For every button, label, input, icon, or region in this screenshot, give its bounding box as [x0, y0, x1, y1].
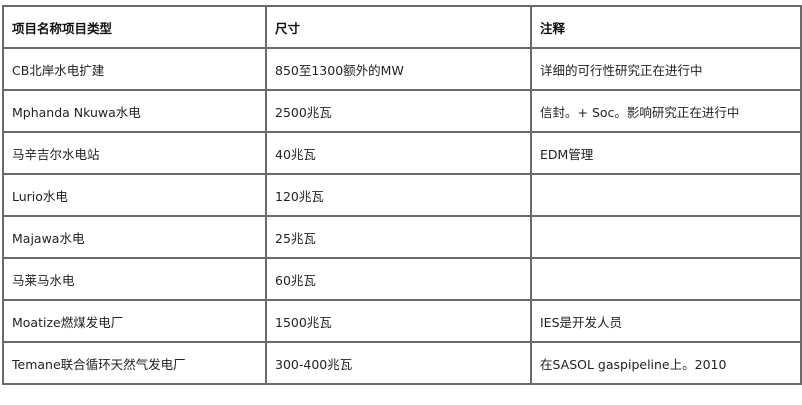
table-row: Lurio水电 120兆瓦: [2, 173, 802, 217]
cell-size: 300-400兆瓦: [265, 341, 532, 385]
cell-size: 1500兆瓦: [265, 299, 532, 343]
cell-notes: [530, 173, 802, 217]
cell-size: 850至1300额外的MW: [265, 47, 532, 91]
cell-size: 40兆瓦: [265, 131, 532, 175]
cell-notes: [530, 215, 802, 259]
table-row: Mphanda Nkuwa水电 2500兆瓦 信封。+ Soc。影响研究正在进行中: [2, 89, 802, 133]
cell-notes: 信封。+ Soc。影响研究正在进行中: [530, 89, 802, 133]
cell-project-name: 马莱马水电: [2, 257, 267, 301]
cell-notes: IES是开发人员: [530, 299, 802, 343]
table-row: 马辛吉尔水电站 40兆瓦 EDM管理: [2, 131, 802, 175]
cell-project-name: CB北岸水电扩建: [2, 47, 267, 91]
cell-size: 120兆瓦: [265, 173, 532, 217]
cell-project-name: 马辛吉尔水电站: [2, 131, 267, 175]
table-row: 马莱马水电 60兆瓦: [2, 257, 802, 301]
cell-notes: [530, 257, 802, 301]
header-notes: 注释: [530, 5, 802, 49]
table-row: CB北岸水电扩建 850至1300额外的MW 详细的可行性研究正在进行中: [2, 47, 802, 91]
cell-project-name: Temane联合循环天然气发电厂: [2, 341, 267, 385]
cell-size: 2500兆瓦: [265, 89, 532, 133]
header-size: 尺寸: [265, 5, 532, 49]
table-row: Moatize燃煤发电厂 1500兆瓦 IES是开发人员: [2, 299, 802, 343]
cell-project-name: Lurio水电: [2, 173, 267, 217]
cell-project-name: Majawa水电: [2, 215, 267, 259]
cell-project-name: Mphanda Nkuwa水电: [2, 89, 267, 133]
cell-notes: EDM管理: [530, 131, 802, 175]
cell-notes: 在SASOL gaspipeline上。2010: [530, 341, 802, 385]
cell-size: 25兆瓦: [265, 215, 532, 259]
header-row: 项目名称项目类型 尺寸 注释: [2, 5, 802, 49]
cell-project-name: Moatize燃煤发电厂: [2, 299, 267, 343]
header-project-name: 项目名称项目类型: [2, 5, 267, 49]
cell-notes: 详细的可行性研究正在进行中: [530, 47, 802, 91]
table-row: Majawa水电 25兆瓦: [2, 215, 802, 259]
projects-table: 项目名称项目类型 尺寸 注释 CB北岸水电扩建 850至1300额外的MW 详细的可…: [2, 5, 802, 385]
cell-size: 60兆瓦: [265, 257, 532, 301]
table-row: Temane联合循环天然气发电厂 300-400兆瓦 在SASOL gaspipel…: [2, 341, 802, 385]
